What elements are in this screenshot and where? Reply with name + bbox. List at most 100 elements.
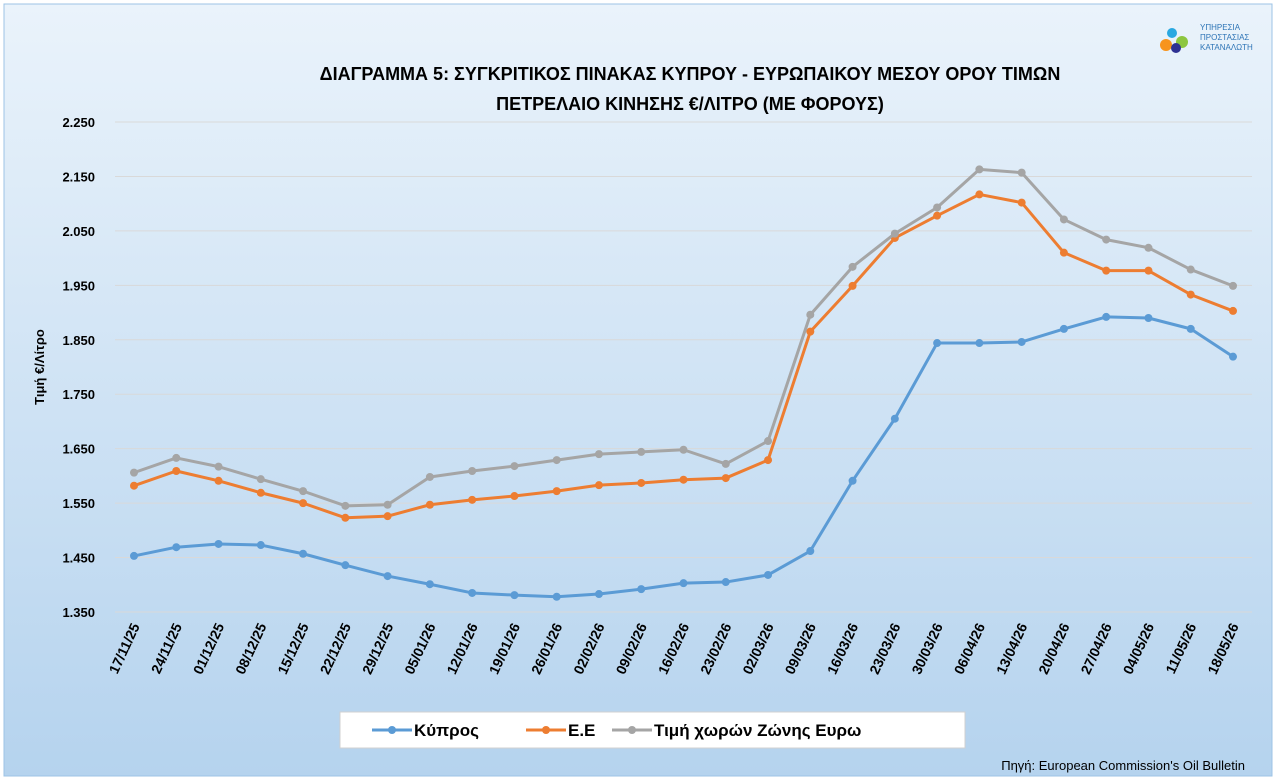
legend-label: Τιμή χωρών Ζώνης Ευρω: [654, 721, 861, 740]
series-marker: [594, 481, 603, 490]
y-tick-label: 2.050: [62, 224, 95, 239]
series-marker: [425, 580, 434, 589]
series-marker: [552, 487, 561, 496]
series-marker: [975, 190, 984, 199]
legend-swatch: [542, 726, 550, 734]
series-marker: [383, 572, 392, 581]
series-marker: [1017, 337, 1026, 346]
y-tick-label: 1.550: [62, 496, 95, 511]
y-axis-label: Τιμή €/Λίτρο: [32, 329, 47, 405]
series-marker: [764, 437, 773, 446]
y-tick-label: 1.950: [62, 278, 95, 293]
series-marker: [975, 339, 984, 348]
series-marker: [637, 478, 646, 487]
series-marker: [1102, 235, 1111, 244]
series-marker: [1017, 198, 1026, 207]
logo-dot: [1167, 28, 1177, 38]
series-marker: [806, 547, 815, 556]
series-marker: [679, 445, 688, 454]
series-marker: [637, 585, 646, 594]
series-marker: [933, 211, 942, 220]
series-marker: [1144, 314, 1153, 322]
series-marker: [341, 513, 350, 522]
series-marker: [510, 492, 519, 501]
series-marker: [256, 475, 265, 484]
series-marker: [214, 476, 223, 485]
legend-label: Κύπρος: [414, 721, 479, 740]
series-marker: [256, 541, 265, 550]
series-marker: [975, 165, 984, 174]
series-marker: [256, 488, 265, 497]
series-marker: [1059, 248, 1068, 257]
series-marker: [341, 501, 350, 510]
series-marker: [468, 466, 477, 475]
series-marker: [1102, 266, 1111, 275]
series-marker: [299, 499, 308, 508]
series-marker: [130, 468, 138, 477]
series-marker: [468, 495, 477, 504]
chart-frame: [3, 3, 1273, 777]
y-tick-label: 1.350: [62, 605, 95, 620]
series-marker: [721, 474, 730, 483]
series-marker: [1186, 290, 1195, 299]
series-marker: [848, 281, 857, 290]
series-marker: [679, 475, 688, 484]
series-marker: [383, 500, 392, 509]
series-marker: [637, 447, 646, 456]
series-marker: [552, 456, 561, 465]
series-marker: [594, 590, 603, 599]
y-tick-label: 1.750: [62, 387, 95, 402]
logo-dot: [1160, 39, 1172, 51]
series-marker: [1229, 281, 1237, 290]
series-marker: [510, 591, 519, 600]
series-marker: [848, 262, 857, 271]
series-marker: [214, 462, 223, 471]
legend-swatch: [628, 726, 636, 734]
legend-swatch: [388, 726, 396, 734]
y-tick-label: 1.850: [62, 333, 95, 348]
series-marker: [510, 462, 519, 471]
series-marker: [299, 487, 308, 496]
series-marker: [1059, 215, 1068, 224]
series-marker: [1229, 352, 1237, 361]
series-marker: [890, 229, 899, 238]
chart-title: ΔΙΑΓΡΑΜΜΑ 5: ΣΥΓΚΡΙΤΙΚΟΣ ΠΙΝΑΚΑΣ ΚΥΠΡΟΥ …: [320, 64, 1061, 84]
series-marker: [933, 339, 942, 348]
series-marker: [764, 570, 773, 579]
series-marker: [848, 476, 857, 485]
legend-label: Ε.Ε: [568, 721, 595, 740]
series-marker: [172, 543, 181, 552]
logo-text: ΥΠΗΡΕΣΙΑ: [1200, 23, 1241, 32]
series-marker: [1059, 324, 1068, 333]
series-marker: [764, 456, 773, 465]
source-note: Πηγή: European Commission's Oil Bulletin: [1001, 758, 1245, 773]
series-marker: [1017, 168, 1026, 177]
series-marker: [721, 578, 730, 587]
y-tick-label: 2.150: [62, 169, 95, 184]
series-marker: [425, 472, 434, 481]
series-marker: [890, 414, 899, 423]
legend: [339, 711, 966, 749]
series-marker: [1144, 243, 1153, 252]
series-marker: [130, 551, 138, 560]
series-marker: [1229, 306, 1237, 315]
series-marker: [383, 512, 392, 521]
series-marker: [299, 549, 308, 558]
series-marker: [172, 453, 181, 462]
series-marker: [721, 459, 730, 468]
series-marker: [214, 539, 223, 548]
y-tick-label: 1.450: [62, 551, 95, 566]
series-marker: [552, 592, 561, 601]
series-marker: [806, 327, 815, 336]
series-marker: [806, 310, 815, 319]
y-tick-label: 1.650: [62, 442, 95, 457]
series-marker: [130, 481, 138, 490]
logo: ΥΠΗΡΕΣΙΑ ΠΡΟΣΤΑΣΙΑΣ ΚΑΤΑΝΑΛΩΤΗ: [1160, 23, 1253, 53]
logo-text: ΚΑΤΑΝΑΛΩΤΗ: [1200, 43, 1253, 52]
series-marker: [1186, 265, 1195, 274]
logo-dot: [1171, 43, 1181, 53]
chart-title: ΠΕΤΡΕΛΑΙΟ ΚΙΝΗΣΗΣ €/ΛΙΤΡΟ (ΜΕ ΦΟΡΟΥΣ): [496, 94, 884, 114]
series-marker: [594, 450, 603, 459]
series-marker: [1186, 324, 1195, 333]
